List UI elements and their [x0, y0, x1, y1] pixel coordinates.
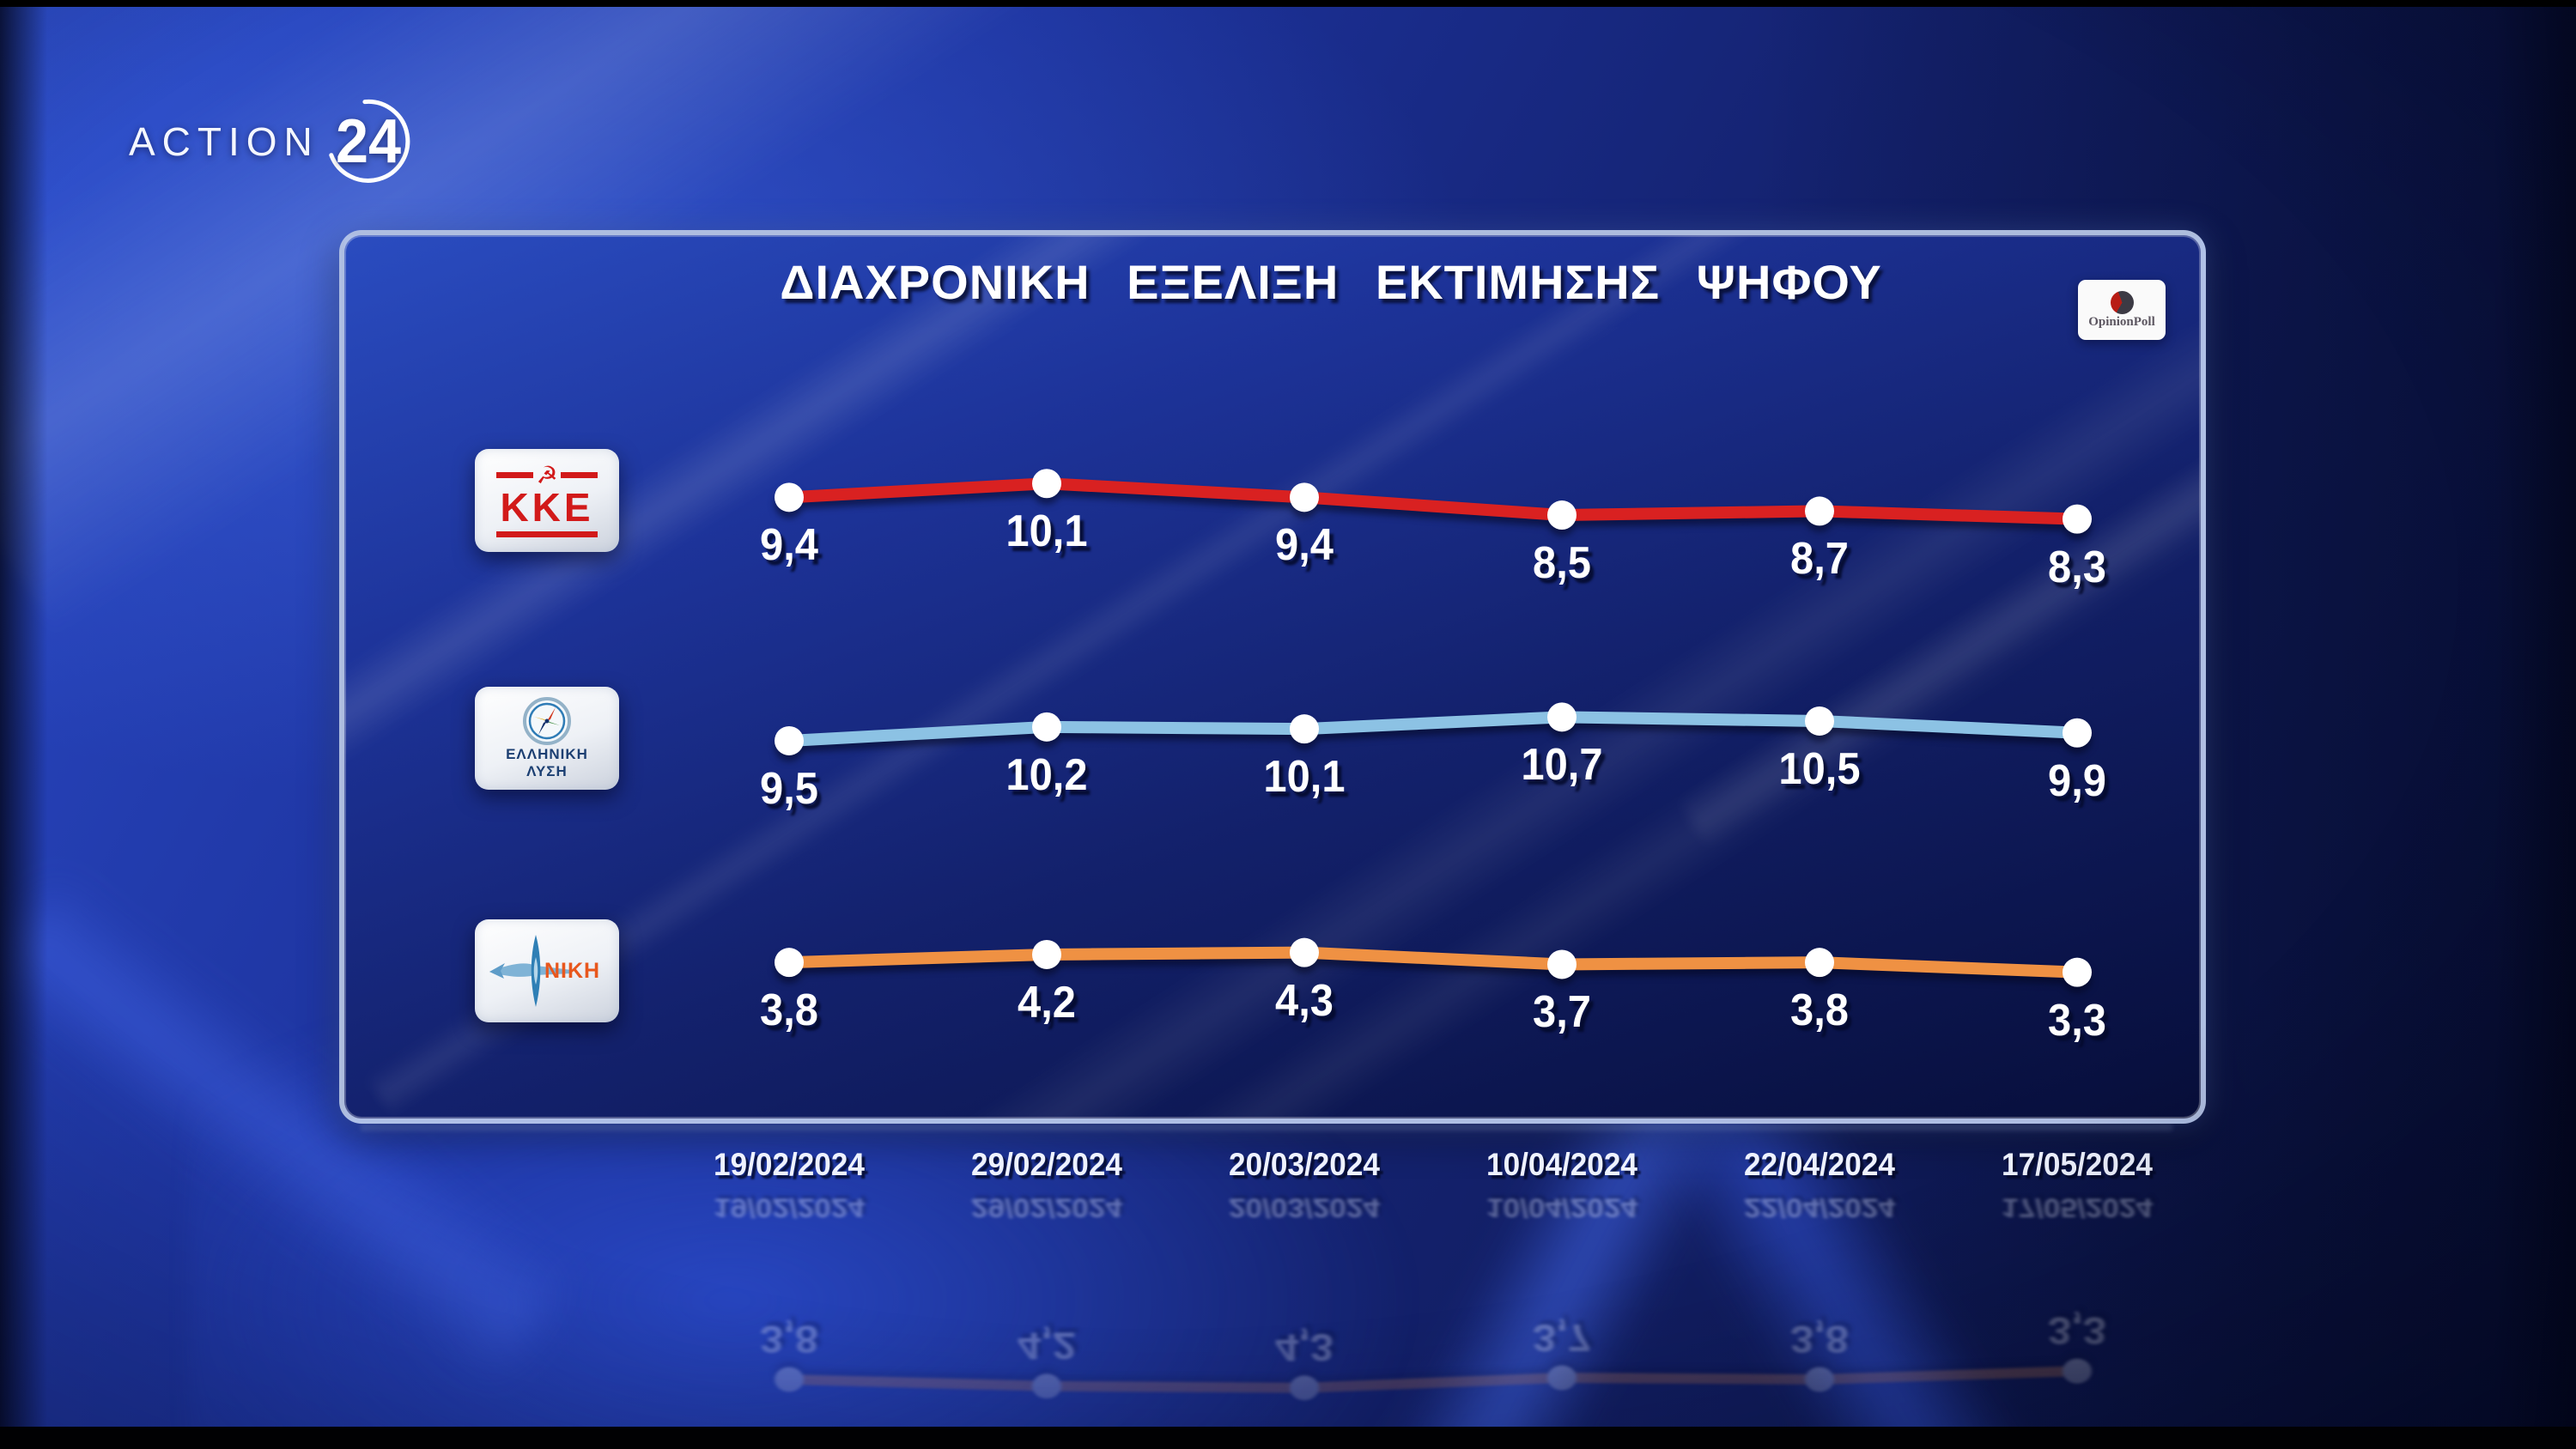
- value-label: 10,1: [1263, 752, 1346, 803]
- value-label: 3,8: [760, 985, 818, 1036]
- value-label: 10,1: [1005, 506, 1088, 557]
- letterbox-top: [0, 0, 2576, 7]
- party-logo-niki: ΝΙΚΗ: [475, 919, 619, 1022]
- value-label: 9,9: [2048, 755, 2106, 806]
- value-label: 9,4: [760, 520, 818, 571]
- value-label: 9,4: [1275, 520, 1334, 571]
- hammer-sickle-icon: ☭: [536, 460, 558, 489]
- date-label: 20/03/2024: [1229, 1147, 1380, 1182]
- elliniki-lysi-label-line2: ΛΥΣΗ: [526, 763, 568, 779]
- party-logo-kke: ☭ KKE: [475, 449, 619, 552]
- compass-icon: [523, 697, 571, 746]
- kke-top-bar: ☭: [496, 460, 598, 489]
- letterbox-bottom: [0, 1427, 2576, 1449]
- kke-label: KKE: [500, 484, 594, 530]
- value-label: 8,7: [1790, 534, 1849, 585]
- date-label: 29/02/2024: [971, 1147, 1122, 1182]
- party-logo-elliniki-lysi: ΕΛΛΗΝΙΚΗ ΛΥΣΗ: [475, 687, 619, 790]
- value-label: 8,5: [1533, 538, 1591, 589]
- date-label: 10/04/2024: [1486, 1147, 1637, 1182]
- opinionpoll-label: OpinionPoll: [2088, 315, 2155, 329]
- date-label: 22/04/2024: [1744, 1147, 1895, 1182]
- niki-label: ΝΙΚΗ: [544, 959, 601, 983]
- value-label: 3,3: [2048, 995, 2106, 1046]
- elliniki-lysi-label-line1: ΕΛΛΗΝΙΚΗ: [506, 746, 588, 763]
- value-label: 3,8: [1790, 985, 1849, 1036]
- value-label: 3,7: [1533, 987, 1591, 1038]
- value-label: 9,5: [760, 763, 818, 814]
- kke-bottom-bar: [496, 530, 598, 537]
- channel-name: ACTION: [129, 119, 319, 164]
- opinionpoll-icon: [2110, 291, 2134, 314]
- value-label: 10,2: [1005, 749, 1088, 800]
- panel-edge-reflection: [361, 1125, 2172, 1131]
- date-label: 17/05/2024: [2002, 1147, 2153, 1182]
- value-label: 10,5: [1778, 743, 1861, 794]
- value-label: 4,3: [1275, 975, 1334, 1026]
- chart-title: ΔΙΑΧΡΟΝΙΚΗ ΕΞΕΛΙΞΗ ΕΚΤΙΜΗΣΗΣ ΨΗΦΟΥ: [780, 255, 1882, 309]
- value-label: 8,3: [2048, 542, 2106, 592]
- value-label: 4,2: [1018, 977, 1076, 1028]
- poll-panel: [339, 230, 2206, 1124]
- date-label: 19/02/2024: [714, 1147, 865, 1182]
- channel-number: 24: [335, 107, 401, 176]
- value-label: 10,7: [1521, 740, 1603, 791]
- opinionpoll-logo: OpinionPoll: [2078, 280, 2166, 340]
- channel-logo: ACTION 24: [129, 96, 414, 187]
